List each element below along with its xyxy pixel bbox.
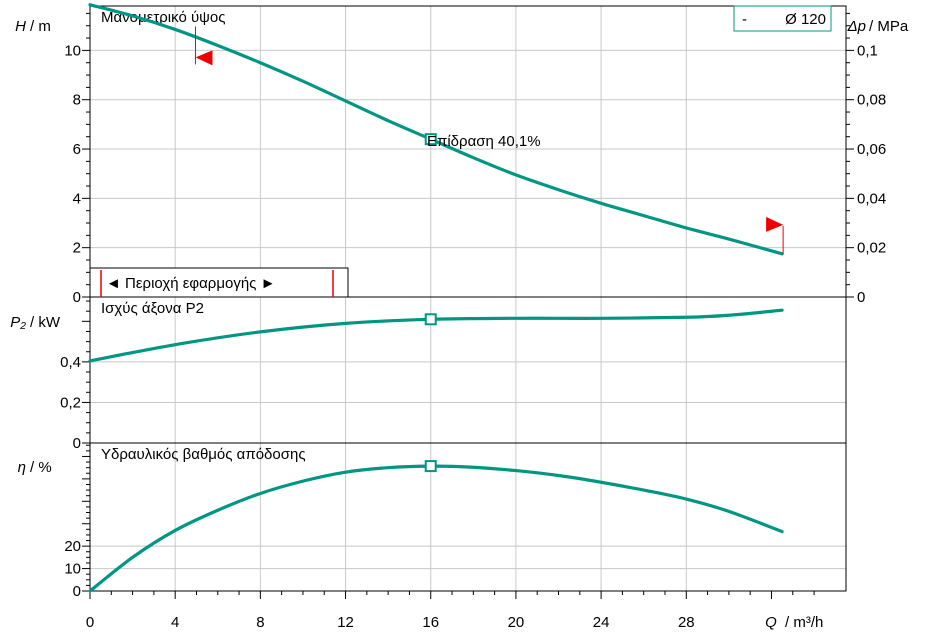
y-tick-label: 0 [73,435,81,452]
y-tick-label: 0,4 [60,354,81,371]
y-tick-label: 0 [73,583,81,600]
y-tick-label: 4 [73,190,81,207]
legend-prefix: - [742,11,747,28]
y-tick-label: 20 [64,538,81,555]
range-max-flag-icon [766,216,784,232]
y-axis-unit: / % [30,459,52,476]
operating-point-marker [424,133,437,146]
right-axis-symbol: Δp [847,18,866,35]
range-box [89,267,349,298]
y-axis-unit: / m [30,18,51,35]
efficiency-annotation: Επίδραση 40,1% [427,133,541,150]
axis-ticks [82,12,854,599]
x-tick-label: 12 [337,614,354,631]
x-axis-unit: / m³/h [785,614,823,631]
y-tick-label: 0,2 [60,394,81,411]
y-tick-label: 6 [73,141,81,158]
y-tick-label: 2 [73,240,81,257]
panel-title: Μανομετρικό ύψος [101,9,225,26]
x-tick-label: 16 [422,614,439,631]
y-axis-symbol: η [18,459,26,476]
right-tick-label: 0,1 [857,42,878,59]
y-tick-label: 10 [64,561,81,578]
right-tick-label: 0 [857,289,865,306]
y-axis-symbol: H [15,18,26,35]
operating-point-marker [424,313,437,326]
x-tick-label: 24 [593,614,610,631]
range-min-flag-icon [195,50,213,66]
y-tick-label: 10 [64,42,81,59]
y-tick-label: 0 [73,289,81,306]
right-axis-unit: / MPa [869,18,909,35]
y-tick-label: 8 [73,92,81,109]
x-tick-label: 28 [678,614,695,631]
legend-box [733,5,832,32]
curve-line [88,3,784,256]
grid-lines [90,6,846,591]
right-tick-label: 0,08 [857,92,886,109]
right-tick-label: 0,04 [857,190,886,207]
range-label: ◄ Περιοχή εφαρμογής ► [106,275,275,292]
x-tick-label: 0 [86,614,94,631]
curves [88,3,784,593]
panel-frames [89,5,847,592]
y-axis-unit: / kW [30,314,61,331]
operating-point-marker [424,460,437,473]
curve-line [88,308,784,363]
y-axis-symbol: P₂ [10,314,26,331]
x-tick-label: 4 [171,614,179,631]
panel-title: Ισχύς άξονα P2 [101,300,204,317]
panel-title: Υδραυλικός βαθμός απόδοσης [101,446,306,463]
right-tick-label: 0,06 [857,141,886,158]
overlays: Επίδραση 40,1% - Ø 120 ◄ Περιοχή εφαρμογής … [89,5,832,298]
x-axis-symbol: Q [765,614,777,631]
x-tick-label: 8 [256,614,264,631]
legend-label: Ø 120 [785,11,826,28]
curve-line [88,464,784,593]
x-tick-label: 20 [508,614,525,631]
panel-frame [89,442,847,592]
panel-frame [89,5,847,298]
right-tick-label: 0,02 [857,240,886,257]
